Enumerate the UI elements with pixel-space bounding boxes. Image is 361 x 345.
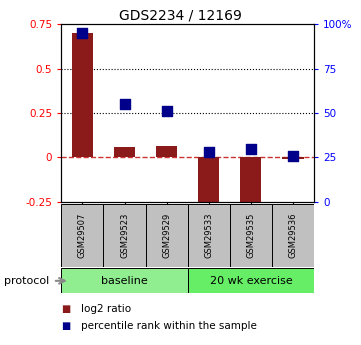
Text: GSM29529: GSM29529 [162, 213, 171, 258]
Point [79, 30, 85, 36]
Text: GDS2234 / 12169: GDS2234 / 12169 [119, 9, 242, 23]
Text: log2 ratio: log2 ratio [81, 304, 131, 314]
Bar [230, 204, 272, 267]
Bar [114, 147, 135, 157]
Text: 20 wk exercise: 20 wk exercise [209, 276, 292, 286]
Text: GSM29533: GSM29533 [204, 213, 213, 258]
Text: GSM29536: GSM29536 [288, 213, 297, 258]
Bar [61, 204, 104, 267]
Point [122, 101, 127, 107]
Point [164, 108, 170, 114]
Bar [188, 268, 314, 293]
Bar [145, 204, 188, 267]
Bar [240, 157, 261, 208]
Text: protocol: protocol [4, 276, 49, 286]
Bar [104, 204, 145, 267]
Bar [282, 157, 304, 159]
Text: GSM29523: GSM29523 [120, 213, 129, 258]
Text: baseline: baseline [101, 276, 148, 286]
Text: ■: ■ [61, 304, 71, 314]
Text: GSM29507: GSM29507 [78, 213, 87, 258]
Bar [198, 157, 219, 205]
Text: GSM29535: GSM29535 [247, 213, 255, 258]
Point [248, 146, 254, 151]
Text: ■: ■ [61, 321, 71, 331]
Point [290, 153, 296, 158]
Point [206, 149, 212, 155]
Bar [272, 204, 314, 267]
Bar [72, 33, 93, 157]
Bar [61, 268, 188, 293]
Bar [188, 204, 230, 267]
Text: percentile rank within the sample: percentile rank within the sample [81, 321, 257, 331]
Bar [156, 146, 177, 157]
